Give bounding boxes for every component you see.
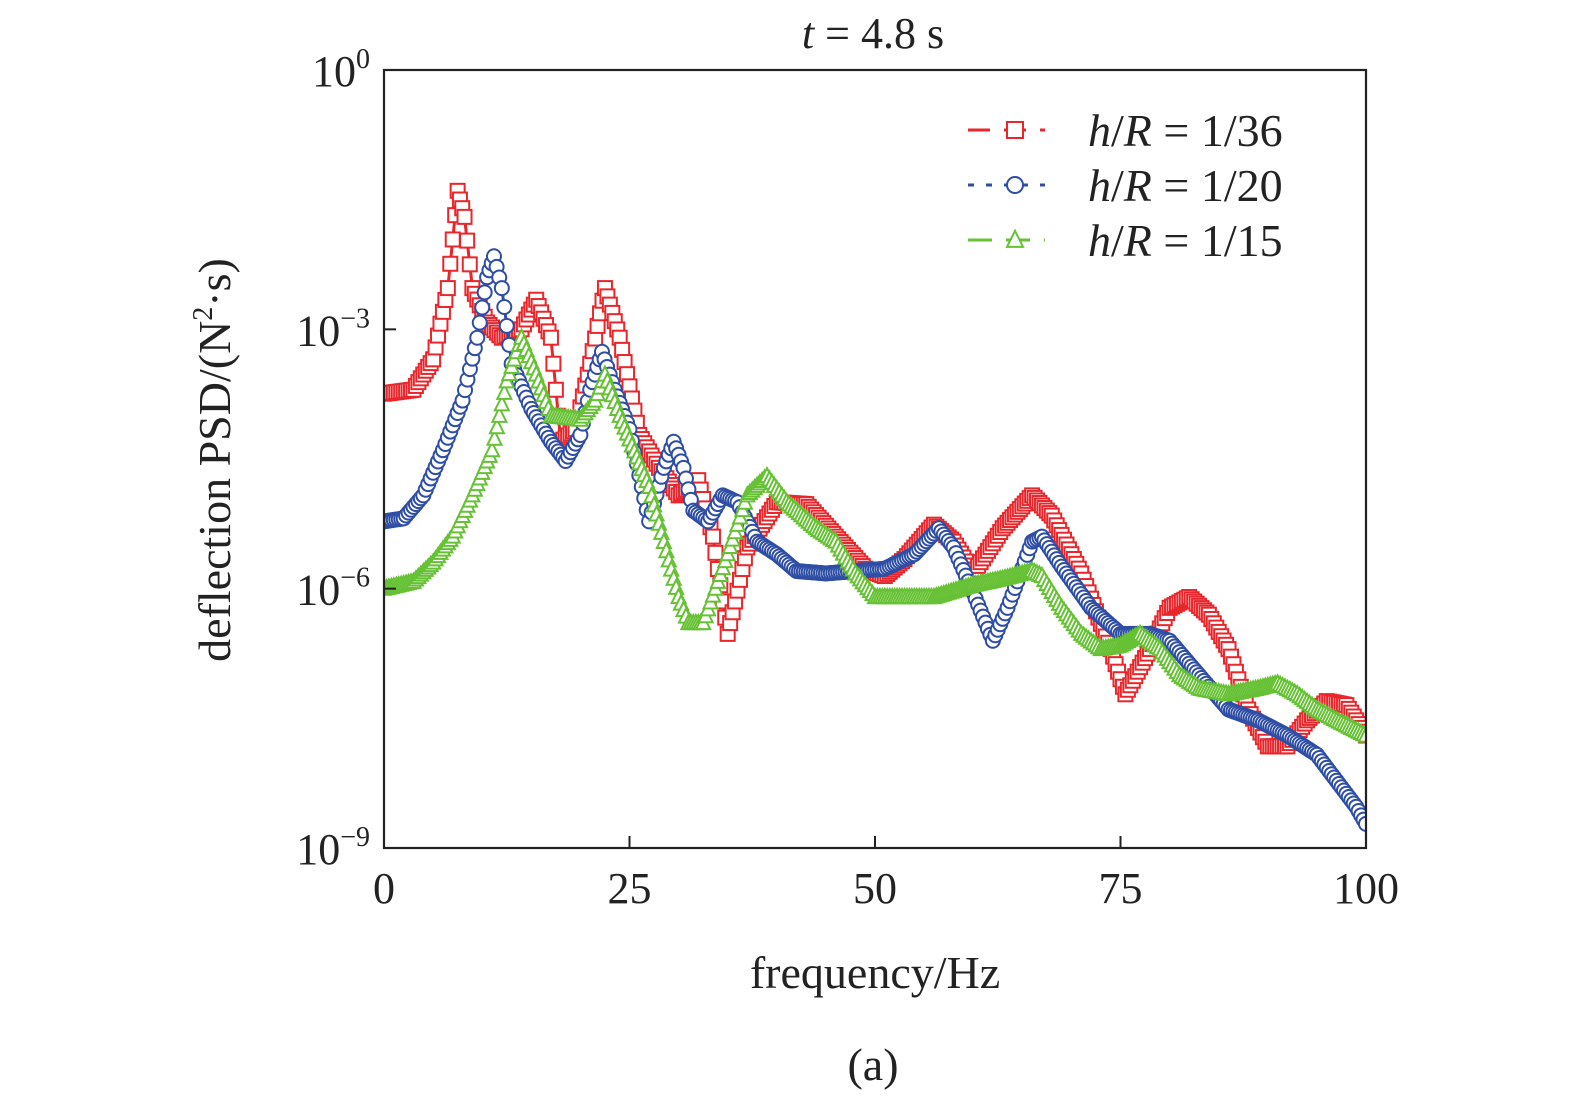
legend-item: h/R = 1/20 bbox=[968, 160, 1283, 211]
data-point bbox=[474, 299, 491, 316]
data-point bbox=[1358, 815, 1366, 832]
series-square bbox=[384, 182, 1366, 755]
data-point bbox=[493, 394, 511, 412]
y-tick-label: 100 bbox=[312, 44, 370, 96]
data-point bbox=[707, 544, 724, 561]
data-point bbox=[439, 280, 456, 297]
x-axis-label: frequency/Hz bbox=[750, 947, 1000, 998]
series-layer bbox=[384, 182, 1366, 832]
y-axis-label-sup: 2 bbox=[188, 307, 219, 321]
x-tick-label: 75 bbox=[1099, 864, 1143, 913]
data-point bbox=[469, 329, 486, 346]
legend-item: h/R = 1/36 bbox=[968, 105, 1283, 156]
data-point bbox=[498, 317, 515, 334]
data-point bbox=[461, 256, 478, 273]
y-axis-label: deflection PSD/(N2·s) bbox=[188, 258, 240, 662]
x-tick-label: 100 bbox=[1333, 864, 1399, 913]
x-tick-label: 50 bbox=[853, 864, 897, 913]
data-point bbox=[1006, 176, 1024, 194]
data-point bbox=[490, 405, 508, 423]
legend-item: h/R = 1/15 bbox=[968, 215, 1283, 266]
data-point bbox=[1357, 725, 1366, 743]
data-point bbox=[496, 298, 513, 315]
legend: h/R = 1/36h/R = 1/20h/R = 1/15 bbox=[968, 105, 1283, 266]
data-point bbox=[1006, 121, 1024, 139]
data-point bbox=[1005, 228, 1025, 248]
series-triangle bbox=[384, 327, 1366, 743]
legend-label: h/R = 1/36 bbox=[1088, 105, 1283, 156]
chart-title-rest: = 4.8 s bbox=[814, 9, 944, 58]
data-point bbox=[476, 284, 493, 301]
data-point bbox=[488, 416, 506, 435]
data-point bbox=[483, 439, 501, 458]
y-ticks: 10−9 10−6 10−3 100 bbox=[296, 44, 396, 874]
data-point bbox=[547, 381, 564, 398]
y-axis-label-main: deflection PSD/(N bbox=[189, 321, 240, 662]
y-axis-label-tail: ·s) bbox=[189, 258, 240, 307]
chart-title-var: t bbox=[802, 9, 816, 58]
data-point bbox=[704, 528, 721, 545]
legend-label: h/R = 1/15 bbox=[1088, 215, 1283, 266]
figure-caption: (a) bbox=[847, 1039, 898, 1090]
data-point bbox=[493, 280, 510, 297]
data-point bbox=[459, 232, 476, 249]
x-tick-label: 25 bbox=[608, 864, 652, 913]
data-point bbox=[485, 428, 504, 446]
y-tick-label: 10−3 bbox=[296, 303, 370, 355]
data-point bbox=[456, 208, 473, 225]
chart-title: t = 4.8 s bbox=[802, 9, 944, 58]
y-tick-label: 10−6 bbox=[296, 563, 370, 615]
data-point bbox=[542, 329, 559, 346]
x-tick-label: 0 bbox=[373, 864, 395, 913]
series-line bbox=[384, 250, 1366, 825]
data-point bbox=[442, 255, 459, 272]
legend-label: h/R = 1/20 bbox=[1088, 160, 1283, 211]
x-ticks: 0 25 50 75 100 bbox=[373, 836, 1399, 913]
data-point bbox=[495, 382, 513, 400]
series-line bbox=[384, 190, 1366, 748]
data-point bbox=[471, 314, 488, 331]
data-point bbox=[545, 355, 562, 372]
data-point bbox=[444, 231, 461, 248]
y-tick-label: 10−9 bbox=[296, 822, 370, 874]
